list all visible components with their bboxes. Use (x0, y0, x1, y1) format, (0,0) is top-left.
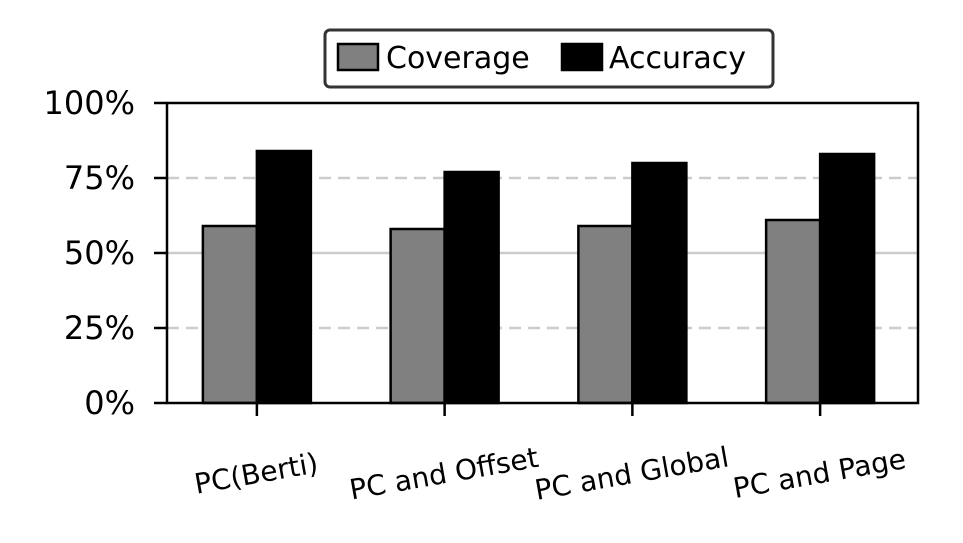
y-tick-label: 100% (44, 84, 135, 122)
y-tick-label: 0% (84, 384, 135, 422)
legend-swatch-accuracy (560, 42, 604, 72)
bar-accuracy-2 (631, 161, 688, 405)
bar-accuracy-0 (255, 149, 313, 405)
y-axis: 0% 25% 50% 75% 100% (44, 84, 167, 422)
x-category-label: PC and Page (731, 442, 909, 505)
bar-coverage-1 (389, 227, 446, 405)
y-tick-label: 75% (64, 159, 135, 197)
legend: Coverage Accuracy (323, 28, 775, 89)
bar-coverage-3 (764, 218, 822, 405)
y-tick-label: 25% (64, 309, 135, 347)
legend-swatch-coverage (336, 42, 380, 72)
bar-accuracy-1 (443, 170, 500, 405)
bar-coverage-0 (201, 224, 259, 405)
legend-label-coverage: Coverage (386, 41, 530, 76)
bars (201, 149, 876, 405)
bar-coverage-2 (577, 224, 634, 405)
legend-box (323, 28, 775, 89)
bar-accuracy-3 (818, 152, 876, 405)
legend-label-accuracy: Accuracy (609, 41, 746, 76)
x-category-label: PC and Offset (347, 441, 541, 507)
x-category-label: PC(Berti) (192, 447, 321, 501)
y-tick-label: 50% (64, 234, 135, 272)
x-category-label: PC and Global (532, 440, 731, 507)
